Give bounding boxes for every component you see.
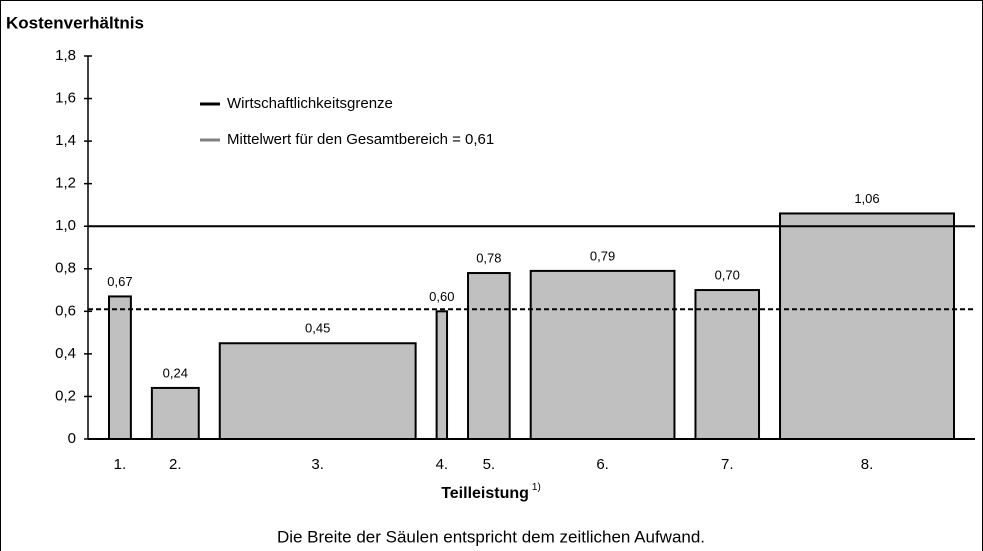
value-label: 0,67: [107, 274, 132, 289]
bar: [218, 342, 417, 440]
bar: [529, 269, 676, 440]
value-label: 0,24: [163, 365, 188, 380]
x-tick-label: 2.: [169, 456, 182, 473]
y-tick-label: 1,0: [55, 217, 76, 234]
bar: [467, 272, 511, 440]
x-tick-label: 6.: [596, 456, 609, 473]
value-label: 0,78: [476, 250, 501, 265]
x-axis-note: 1): [532, 482, 541, 493]
value-label: 0,45: [305, 321, 330, 336]
legend-label: Wirtschaftlichkeitsgrenze: [227, 95, 393, 112]
y-tick-label: 1,8: [55, 47, 76, 64]
x-tick-label: 8.: [861, 456, 874, 473]
x-axis-title: Teilleistung 1): [441, 482, 541, 503]
bar: [108, 295, 132, 441]
y-tick-label: 0: [68, 430, 76, 447]
x-tick-label: 7.: [721, 456, 734, 473]
value-label: 0,70: [715, 267, 740, 282]
value-label: 0,79: [590, 248, 615, 263]
x-tick-label: 3.: [311, 456, 324, 473]
footnote: Die Breite der Säulen entspricht dem zei…: [277, 527, 705, 546]
value-label: 1,06: [854, 191, 879, 206]
x-tick-label: 1.: [114, 456, 127, 473]
bar: [779, 212, 955, 440]
y-tick-label: 0,6: [55, 302, 76, 319]
legend-label: Mittelwert für den Gesamtbereich = 0,61: [227, 131, 494, 148]
y-tick-label: 1,6: [55, 90, 76, 107]
bar: [435, 310, 449, 441]
chart-title: Kostenverhältnis: [6, 13, 144, 32]
y-tick-label: 1,4: [55, 132, 76, 149]
y-tick-label: 1,2: [55, 175, 76, 192]
bar: [694, 289, 761, 440]
y-tick-label: 0,8: [55, 260, 76, 277]
x-axis-label: Teilleistung: [441, 485, 529, 502]
x-tick-label: 4.: [436, 456, 449, 473]
y-tick-label: 0,4: [55, 345, 76, 362]
value-label: 0,60: [429, 289, 454, 304]
bar: [150, 386, 200, 440]
x-tick-label: 5.: [483, 456, 496, 473]
y-tick-label: 0,2: [55, 387, 76, 404]
